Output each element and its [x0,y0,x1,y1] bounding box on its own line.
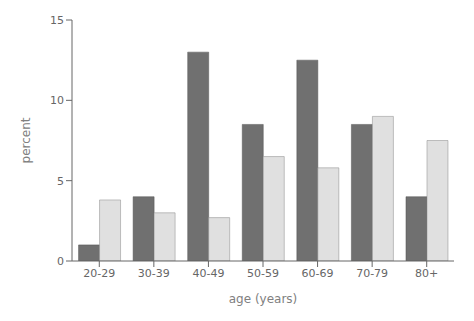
svg-text:70-79: 70-79 [356,267,388,280]
svg-text:10: 10 [50,94,64,107]
svg-text:15: 15 [50,14,64,27]
svg-text:age (years): age (years) [229,292,298,306]
svg-text:60-69: 60-69 [302,267,334,280]
svg-text:40-49: 40-49 [192,267,224,280]
svg-text:5: 5 [57,175,64,188]
svg-text:30-39: 30-39 [138,267,170,280]
svg-text:50-59: 50-59 [247,267,279,280]
svg-text:percent: percent [19,117,33,163]
svg-text:0: 0 [57,255,64,268]
svg-text:20-29: 20-29 [83,267,115,280]
svg-text:80+: 80+ [415,267,438,280]
